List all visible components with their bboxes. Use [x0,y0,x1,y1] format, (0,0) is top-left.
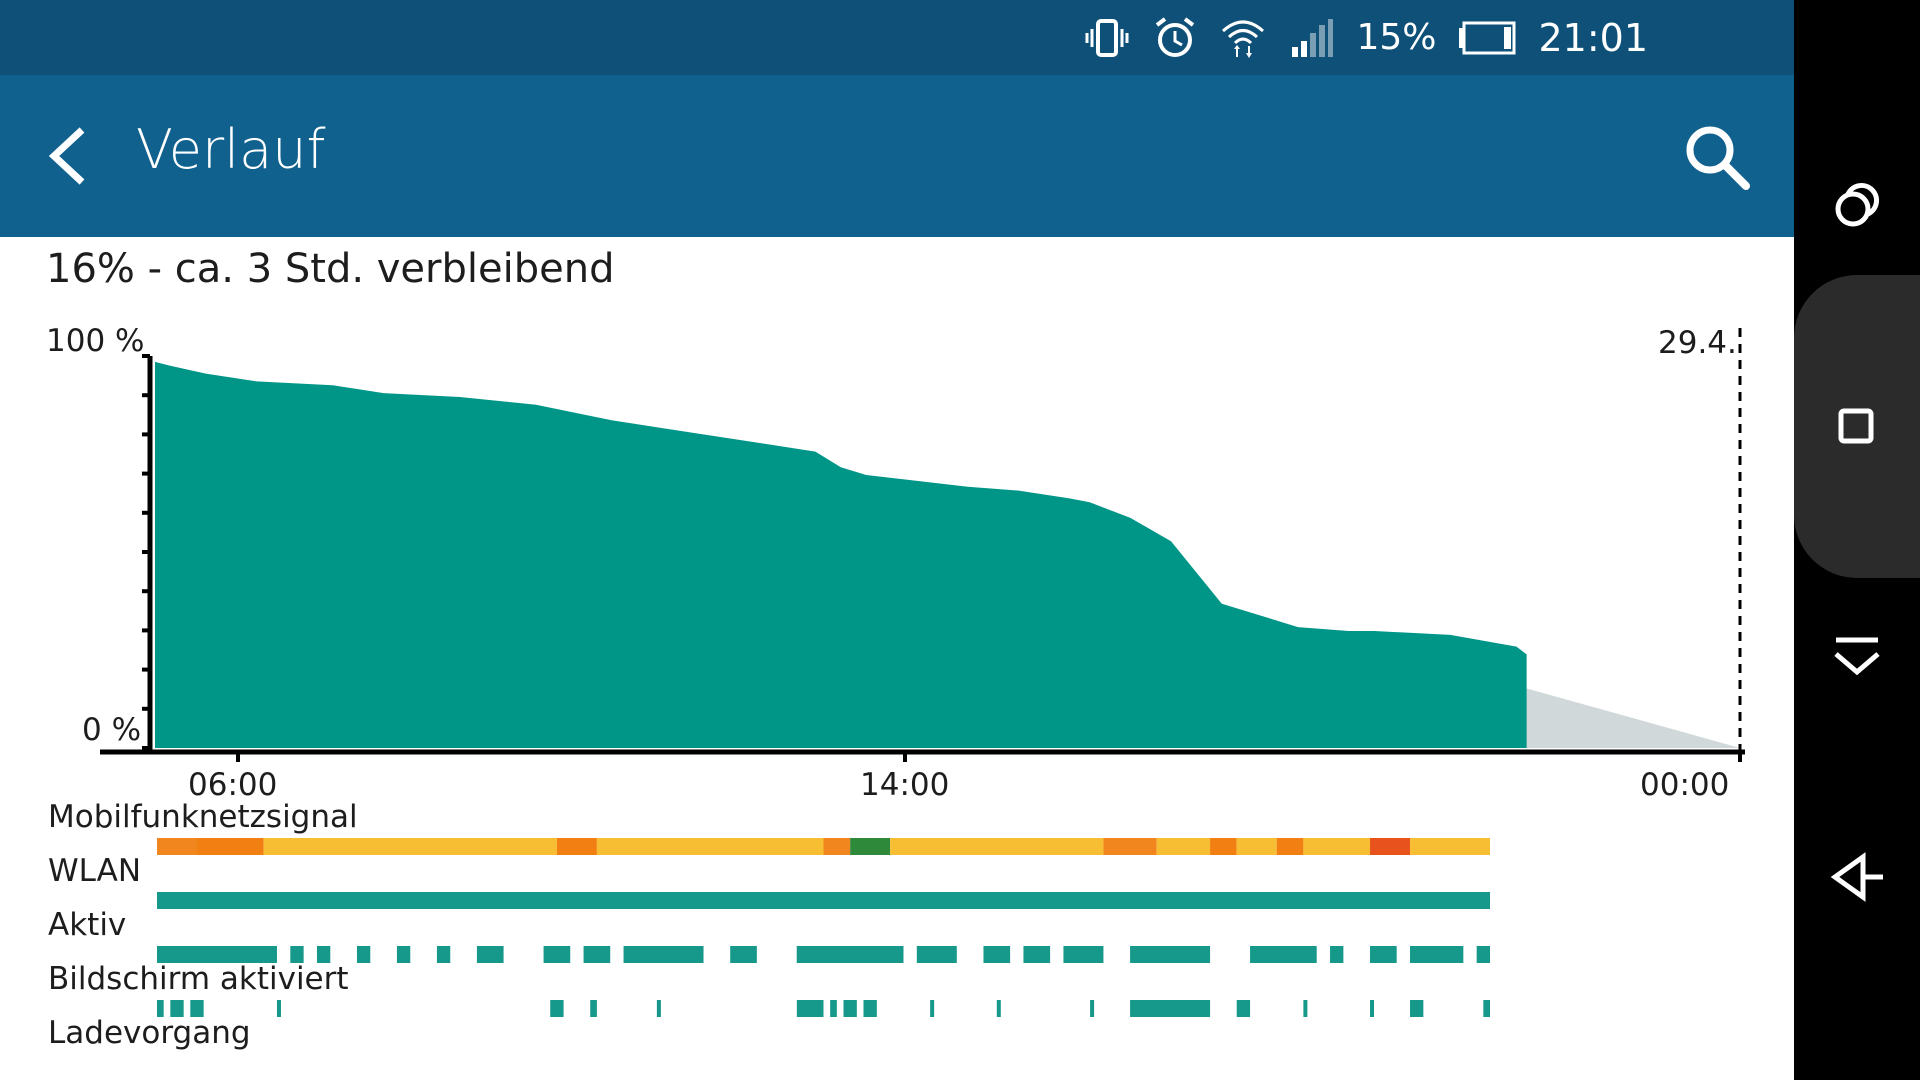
timeline-segment [796,946,904,963]
battery-history-chart [100,328,1745,1017]
timeline-segment [157,1000,164,1017]
timeline-segment [823,838,851,855]
timeline-segment [1476,946,1490,963]
search-icon[interactable] [1680,120,1752,192]
timeline-segment [1103,838,1157,855]
home-button-pill[interactable] [1794,275,1920,578]
home-button[interactable] [1810,380,1904,474]
timeline-label-charging: Ladevorgang [48,1015,251,1051]
timeline-segment [290,946,304,963]
timeline-segment [1370,946,1397,963]
forecast-area [1516,685,1740,748]
timeline-layer [157,838,1490,1017]
timeline-segment [157,946,277,963]
recent-apps-button[interactable] [1810,158,1904,252]
timeline-segment [623,946,704,963]
timeline-segment [157,892,1490,909]
alarm-icon [1156,16,1195,57]
timeline-segment [1236,838,1277,855]
status-bar: 15% 21:01 [0,0,1794,75]
timeline-segment [830,1000,837,1017]
timeline-segment [730,946,757,963]
timeline-segment [1156,838,1211,855]
status-clock: 21:01 [1538,15,1648,60]
timeline-segment [550,1000,564,1017]
page-title: Verlauf [136,118,326,181]
timeline-segment [863,1000,877,1017]
timeline-segment [983,946,1011,963]
timeline-segment [930,1000,935,1017]
timeline-label-mobile-signal: Mobilfunknetzsignal [48,799,358,835]
timeline-segment [316,946,331,963]
timeline-segment [583,946,611,963]
timeline-segment [196,838,264,855]
timeline-segment [843,1000,857,1017]
timeline-segment [850,838,891,855]
timeline-segment [1303,838,1371,855]
end-date-label: 29.4. [1658,325,1737,361]
timeline-segment [157,838,197,855]
timeline-segment [276,1000,281,1017]
home-square-icon [1838,408,1874,444]
notifications-down-icon [1834,637,1880,676]
battery-summary: 16% - ca. 3 Std. verbleibend [46,246,615,292]
timeline-segment [263,838,557,855]
y-axis-top-label: 100 % [46,323,145,359]
timeline-segment [1410,1000,1424,1017]
x-tick-label-0600: 06:00 [188,767,278,803]
timeline-segment [396,946,411,963]
battery-icon [1459,21,1516,54]
battery-percent: 15% [1356,17,1437,58]
timeline-segment [916,946,957,963]
x-tick-label-1400: 14:00 [860,767,950,803]
timeline-segment [1130,1000,1211,1017]
timeline-segment [590,1000,597,1017]
x-tick-label-0000: 00:00 [1640,767,1730,803]
timeline-segment [1210,838,1237,855]
timeline-segment [543,946,571,963]
y-axis-bottom-label: 0 % [82,712,142,748]
status-icons: 15% 21:01 [1084,0,1648,75]
timeline-segment [356,946,371,963]
timeline-segment [1483,1000,1490,1017]
timeline-segment [190,1000,204,1017]
timeline-segment [1023,946,1051,963]
timeline-segment [556,838,597,855]
app-bar [0,75,1794,237]
timeline-segment [1410,946,1464,963]
timeline-label-screen-on: Bildschirm aktiviert [48,961,349,997]
timeline-segment [656,1000,661,1017]
timeline-segment [596,838,824,855]
timeline-segment [436,946,451,963]
timeline-segment [170,1000,184,1017]
timeline-label-active: Aktiv [48,907,127,943]
timeline-segment [996,1000,1001,1017]
axis-layer [100,328,1745,762]
timeline-segment [1063,946,1104,963]
timeline-segment [890,838,1104,855]
timeline-segment [1370,1000,1375,1017]
timeline-segment [1303,1000,1308,1017]
timeline-segment [1410,838,1490,855]
timeline-label-wlan: WLAN [48,853,142,889]
notifications-button[interactable] [1810,610,1904,704]
vibrate-icon [1085,18,1129,57]
timeline-segment [796,1000,824,1017]
timeline-segment [1330,946,1344,963]
timeline-segment [1236,1000,1251,1017]
timeline-segment [1276,838,1304,855]
battery-area [155,361,1527,748]
back-nav-button[interactable] [1810,830,1904,924]
back-triangle-icon [1830,852,1883,902]
timeline-segment [476,946,504,963]
area-layer [155,361,1740,748]
wifi-icon [1222,20,1265,58]
recent-apps-icon [1835,182,1880,227]
back-arrow-icon[interactable] [42,120,102,192]
timeline-segment [1090,1000,1095,1017]
timeline-segment [1250,946,1317,963]
timeline-segment [1370,838,1411,855]
cell-signal-icon [1292,18,1334,57]
timeline-segment [1130,946,1211,963]
